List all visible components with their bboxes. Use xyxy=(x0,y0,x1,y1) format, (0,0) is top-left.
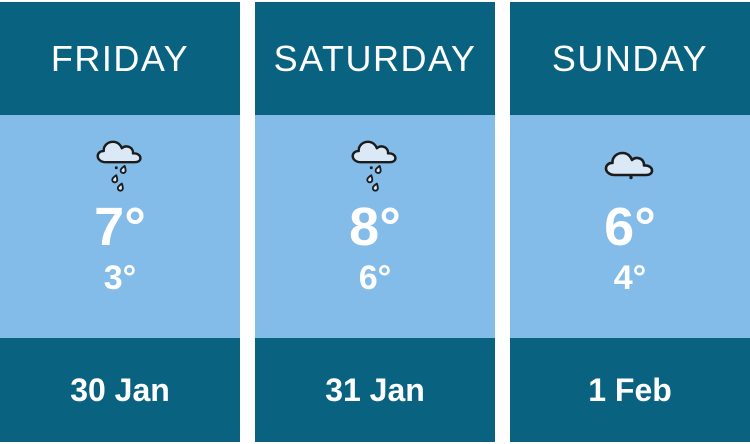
card-body: 7° 3° xyxy=(0,115,240,338)
day-name: SATURDAY xyxy=(273,37,477,79)
day-header: SUNDAY xyxy=(510,2,750,115)
low-temp: 6° xyxy=(358,258,392,297)
day-name: SUNDAY xyxy=(551,37,709,79)
forecast-card-saturday: SATURDAY 8° 6° 31 Jan xyxy=(255,2,495,442)
day-name: FRIDAY xyxy=(50,37,190,79)
day-header: FRIDAY xyxy=(0,2,240,115)
card-body: 6° 4° xyxy=(510,115,750,338)
day-header: SATURDAY xyxy=(255,2,495,115)
low-temp: 4° xyxy=(613,258,647,297)
date-footer: 31 Jan xyxy=(255,338,495,442)
date-label: 30 Jan xyxy=(70,371,170,408)
rain-cloud-icon xyxy=(349,137,401,193)
date-footer: 30 Jan xyxy=(0,338,240,442)
forecast-card-friday: FRIDAY 7° 3° 30 Jan xyxy=(0,2,240,442)
card-body: 8° 6° xyxy=(255,115,495,338)
cloud-icon xyxy=(602,137,658,193)
date-label: 1 Feb xyxy=(588,371,672,408)
high-temp: 7° xyxy=(94,197,146,257)
date-label: 31 Jan xyxy=(325,371,425,408)
high-temp: 8° xyxy=(349,197,401,257)
forecast-card-sunday: SUNDAY 6° 4° 1 Feb xyxy=(510,2,750,442)
high-temp: 6° xyxy=(604,197,656,257)
date-footer: 1 Feb xyxy=(510,338,750,442)
low-temp: 3° xyxy=(103,258,137,297)
rain-cloud-icon xyxy=(94,137,146,193)
